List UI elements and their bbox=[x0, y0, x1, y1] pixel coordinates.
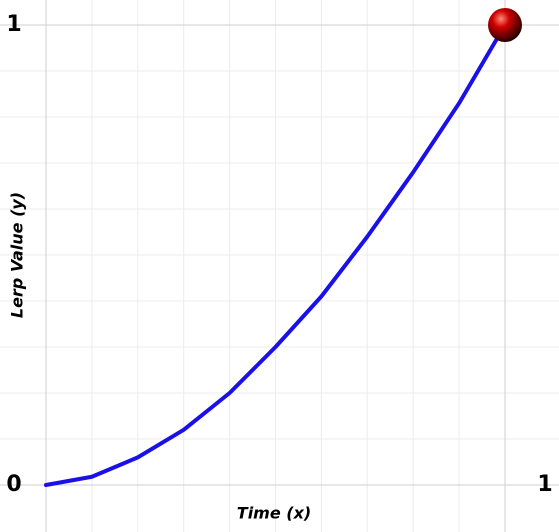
curve bbox=[44, 23, 507, 487]
y-tick-label: 0 bbox=[6, 472, 21, 497]
y-tick-label: 1 bbox=[6, 12, 21, 37]
y-axis-label: Lerp Value (y) bbox=[8, 192, 27, 318]
x-tick-label: 1 bbox=[537, 472, 552, 497]
x-axis-label: Time (x) bbox=[237, 504, 311, 523]
ball-marker bbox=[488, 8, 522, 42]
